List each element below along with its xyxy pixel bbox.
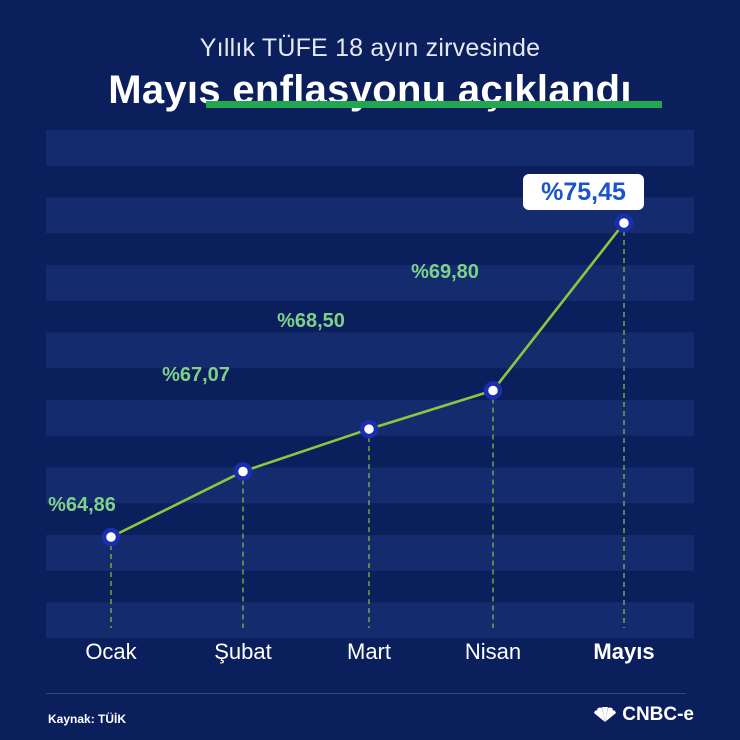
callout-box [523, 174, 644, 210]
x-tick-label: Ocak [85, 639, 137, 664]
title-underline [206, 101, 662, 108]
chart-subtitle: Yıllık TÜFE 18 ayın zirvesinde [199, 34, 541, 62]
grid-band [46, 332, 694, 369]
value-label: %67,07 [162, 364, 230, 386]
title-part-1: Mayıs [108, 68, 221, 112]
data-point [101, 527, 121, 547]
grid-band [46, 130, 694, 166]
drop-lines [110, 231, 625, 628]
value-label: %64,86 [48, 494, 116, 516]
source-note: Kaynak: TÜİK [48, 712, 127, 726]
value-labels-group: %64,86 %67,07 %68,50 %69,80 %75,45 [48, 174, 644, 516]
cnbce-logo: CNBC-e [592, 704, 694, 726]
x-tick-label: Nisan [465, 639, 521, 664]
grid-band [46, 265, 694, 301]
value-label: %75,45 [541, 178, 626, 206]
logo-text: CNBC-e [622, 704, 694, 725]
peacock-icon [594, 707, 617, 722]
markers-group [101, 213, 634, 547]
footer-divider [46, 693, 686, 694]
data-point [233, 462, 253, 481]
grid-band [46, 535, 694, 571]
data-point [614, 213, 634, 233]
grid-band [46, 467, 694, 504]
x-tick-label: Mart [347, 639, 391, 664]
x-tick-labels-group: Ocak Şubat Mart Nisan Mayıs [85, 639, 654, 664]
x-tick-label: Mayıs [593, 639, 654, 664]
value-label: %69,80 [411, 261, 479, 283]
data-point [359, 419, 379, 439]
value-label: %68,50 [277, 310, 345, 332]
x-tick-label: Şubat [214, 639, 272, 664]
data-point [483, 381, 503, 400]
grid-band [46, 602, 694, 639]
highlight-callout: %75,45 [523, 174, 644, 210]
